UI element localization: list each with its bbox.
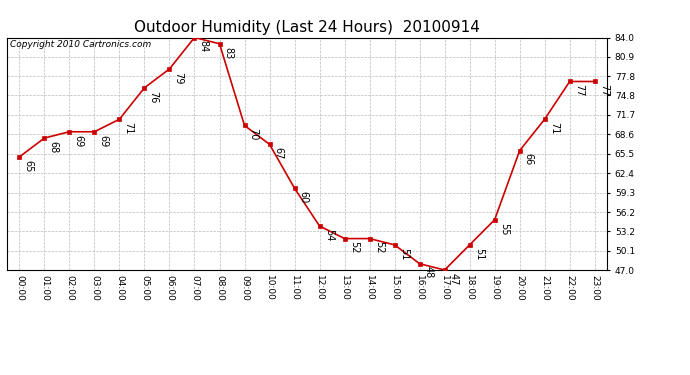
Text: 65: 65	[23, 160, 34, 172]
Text: 52: 52	[348, 242, 359, 254]
Text: 71: 71	[124, 122, 134, 134]
Text: 51: 51	[399, 248, 408, 260]
Text: 84: 84	[199, 40, 208, 53]
Text: 52: 52	[374, 242, 384, 254]
Text: 70: 70	[248, 128, 259, 141]
Text: Copyright 2010 Cartronics.com: Copyright 2010 Cartronics.com	[10, 40, 151, 49]
Text: 55: 55	[499, 222, 509, 235]
Text: 60: 60	[299, 191, 308, 203]
Text: 69: 69	[99, 135, 108, 147]
Text: 47: 47	[448, 273, 459, 285]
Text: 77: 77	[574, 84, 584, 97]
Text: 48: 48	[424, 267, 434, 279]
Text: 67: 67	[274, 147, 284, 159]
Text: 69: 69	[74, 135, 83, 147]
Text: 68: 68	[48, 141, 59, 153]
Text: 79: 79	[174, 72, 184, 84]
Text: 71: 71	[549, 122, 559, 134]
Text: 54: 54	[324, 229, 334, 241]
Title: Outdoor Humidity (Last 24 Hours)  20100914: Outdoor Humidity (Last 24 Hours) 2010091…	[134, 20, 480, 35]
Text: 77: 77	[599, 84, 609, 97]
Text: 66: 66	[524, 153, 534, 166]
Text: 83: 83	[224, 46, 234, 59]
Text: 76: 76	[148, 90, 159, 103]
Text: 51: 51	[474, 248, 484, 260]
